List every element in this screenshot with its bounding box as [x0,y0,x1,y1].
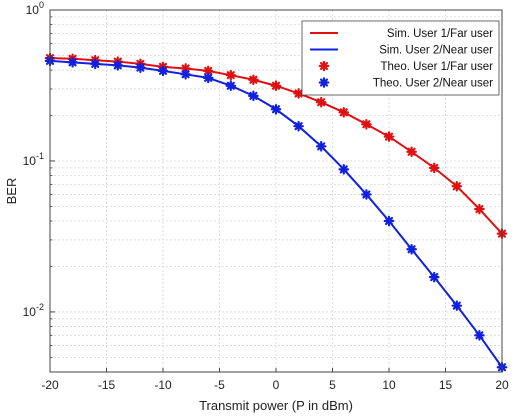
series-4-marker [135,62,146,73]
x-tick-label: -15 [98,378,116,392]
series-3-marker [428,162,440,174]
series-4-marker [270,103,282,115]
series-4-marker [157,65,169,77]
series-3-marker [451,180,463,192]
y-tick-label: 10-1 [23,151,44,168]
series-4-marker [67,57,78,68]
series-4-marker [225,80,237,92]
series-3-marker [225,69,237,81]
tick-layer: -20 -15 -10 -5 0 5 10 15 20 100 10-1 10-2 [23,0,509,392]
series-4-marker [248,90,259,102]
legend-entry-2: Sim. User 2/Near user [310,45,493,57]
x-tick-label: -5 [214,378,225,392]
y-axis-label: BER [4,178,19,205]
series-4-marker [315,141,327,152]
series-3-marker [474,203,485,215]
x-tick-label: 15 [439,378,453,392]
series-4-marker [293,120,304,132]
series-4-marker [383,215,395,227]
series-4-marker [202,72,214,84]
x-axis-label: Transmit power (P in dBm) [199,398,353,413]
legend-star-swatch [318,60,330,72]
x-tick-label: 0 [273,378,280,392]
series-3-marker [248,74,259,86]
series-4-marker [338,164,350,175]
series-3-marker [338,107,350,118]
series-3-marker [383,131,395,142]
series-4-marker [89,58,101,70]
series-3-marker [361,118,372,130]
series-3-marker [270,80,282,92]
x-tick-label: 10 [382,378,396,392]
legend-entry-3: Theo. User 1/Far user [318,60,494,73]
series-4-marker [428,271,440,283]
series-3-marker [406,146,417,158]
x-tick-label: -20 [41,378,59,392]
marker-layer [44,52,508,373]
series-3-marker [293,88,304,99]
series-4-marker [361,189,372,200]
series-4-marker [451,300,463,311]
series-3-marker [315,96,327,108]
legend-label: Theo. User 1/Far user [381,61,494,73]
series-4-marker [406,243,417,255]
legend-entry-1: Sim. User 1/Far user [310,28,493,40]
series-4-marker [180,69,191,80]
x-tick-label: -10 [154,378,172,392]
x-tick-label: 5 [329,378,336,392]
series-4-marker [112,60,124,71]
x-tick-label: 20 [495,378,509,392]
legend-entry-4: Theo. User 2/Near user [318,77,493,90]
y-tick-label: 10-2 [23,302,44,319]
legend-label: Sim. User 2/Near user [379,45,493,57]
legend-label: Sim. User 1/Far user [387,28,493,40]
legend-label: Theo. User 2/Near user [373,78,493,90]
series-4-marker [474,330,485,341]
y-tick-label: 100 [26,0,44,17]
legend-star-swatch [318,77,330,88]
legend: Sim. User 1/Far user Sim. User 2/Near use… [301,20,500,96]
